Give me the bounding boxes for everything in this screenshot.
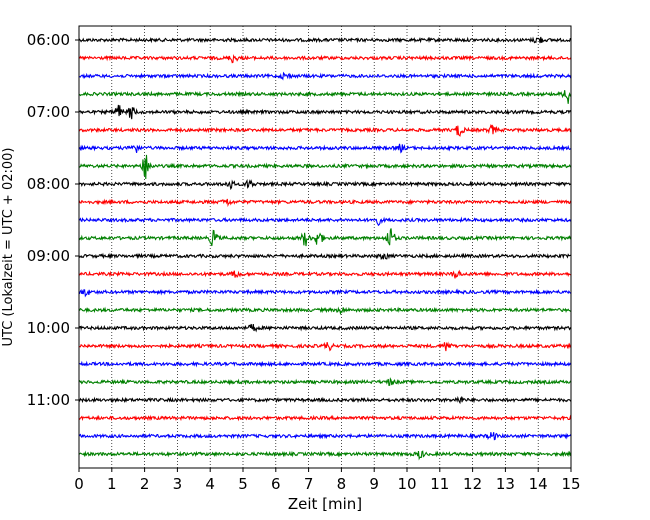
x-tick-label: 3 (173, 475, 183, 493)
trace-0800 (78, 178, 572, 191)
trace-0845 (78, 228, 572, 247)
trace-0700 (78, 104, 572, 120)
trace-0645 (78, 90, 572, 104)
x-tick-label: 7 (304, 475, 314, 493)
trace-1000 (78, 323, 572, 333)
x-tick-label: 15 (561, 475, 580, 493)
x-tick-label: 9 (369, 475, 379, 493)
x-axis-label: Zeit [min] (288, 495, 362, 513)
x-tick-label: 1 (107, 475, 117, 493)
x-tick-label: 6 (271, 475, 281, 493)
x-tick-label: 14 (529, 475, 548, 493)
x-tick-label: 10 (397, 475, 416, 493)
trace-0930 (78, 288, 572, 298)
trace-0630 (78, 71, 572, 81)
trace-1115 (78, 414, 572, 422)
y-tick-label: 10:00 (27, 319, 70, 337)
trace-0715 (78, 123, 572, 137)
y-tick-label: 07:00 (27, 103, 70, 121)
seismic-traces (78, 36, 572, 461)
trace-0900 (78, 252, 572, 260)
trace-0945 (78, 306, 572, 316)
x-tick-label: 8 (337, 475, 347, 493)
trace-1030 (78, 360, 572, 368)
y-tick-label: 06:00 (27, 31, 70, 49)
x-tick-label: 12 (463, 475, 482, 493)
x-axis-ticks: 0 1 2 3 4 5 6 7 8 9 10 11 12 13 14 15 (74, 468, 581, 493)
x-tick-label: 13 (496, 475, 515, 493)
trace-1100 (78, 395, 572, 405)
trace-1045 (78, 377, 572, 387)
y-tick-label: 09:00 (27, 247, 70, 265)
trace-1015 (78, 341, 572, 352)
x-tick-label: 0 (74, 475, 84, 493)
trace-0730 (78, 143, 572, 154)
plot-frame (78, 25, 572, 469)
trace-1145 (78, 450, 572, 461)
trace-0600 (78, 36, 572, 44)
trace-0745 (78, 154, 572, 179)
y-axis-label: UTC (Lokalzeit = UTC + 02:00) (1, 148, 16, 347)
y-tick-label: 11:00 (27, 391, 70, 409)
trace-0615 (78, 54, 572, 64)
trace-0815 (78, 198, 572, 208)
x-tick-label: 5 (238, 475, 248, 493)
y-axis-ticks: 06:00 07:00 08:00 09:00 10:00 11:00 (27, 31, 79, 409)
trace-1130 (78, 432, 572, 441)
trace-0830 (78, 216, 572, 227)
x-tick-label: 11 (430, 475, 449, 493)
x-tick-label: 4 (205, 475, 215, 493)
trace-0915 (78, 269, 572, 279)
x-tick-label: 2 (140, 475, 150, 493)
y-tick-label: 08:00 (27, 175, 70, 193)
